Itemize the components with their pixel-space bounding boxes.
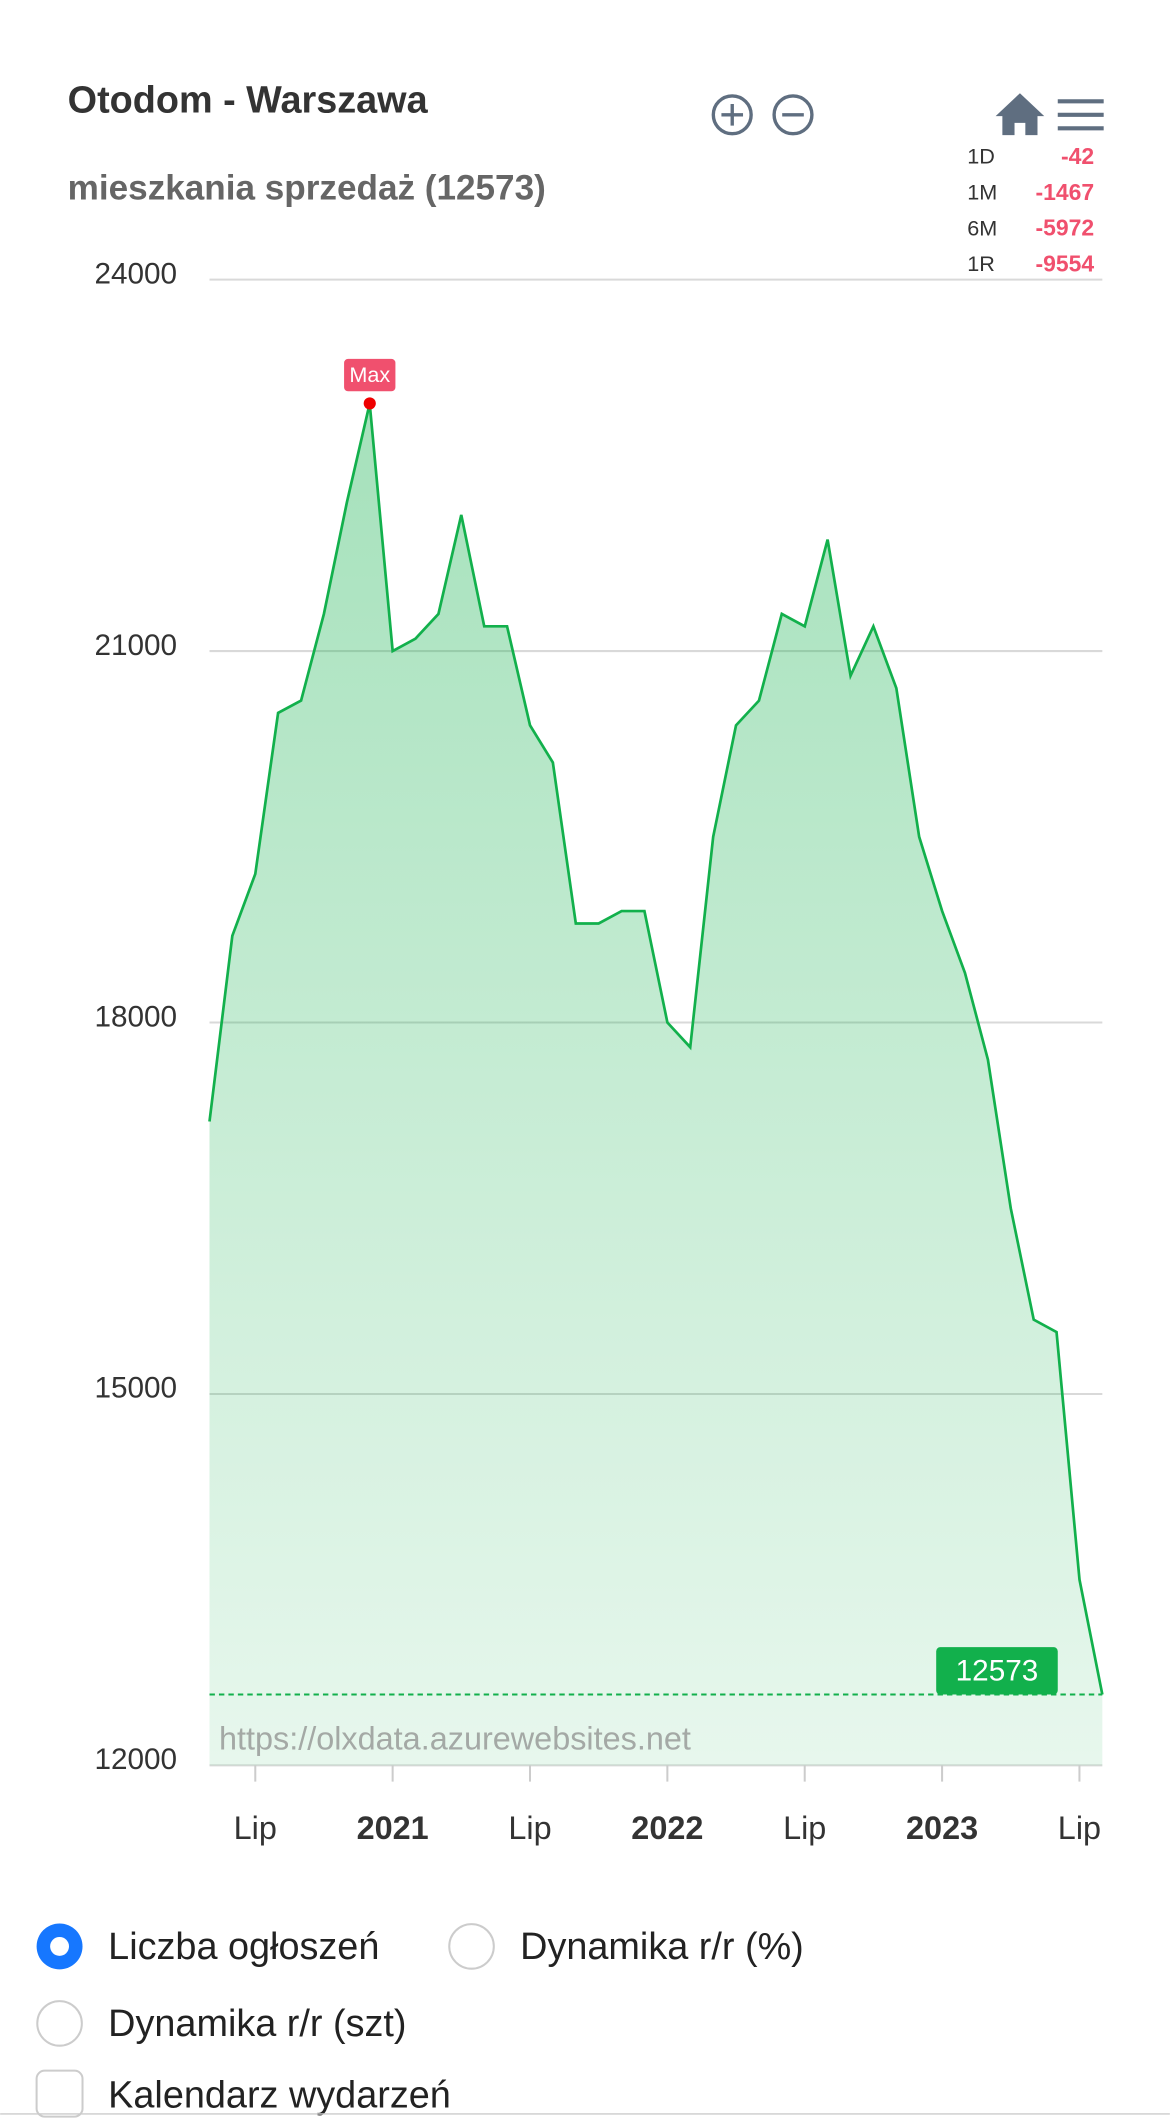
stat-label: 1M [967,180,997,205]
radio-button[interactable] [36,2000,83,2047]
stat-value: -1467 [1036,179,1095,205]
radio-label[interactable]: Dynamika r/r (szt) [108,2003,406,2045]
radio-button[interactable] [448,1923,495,1970]
last-value-label: 12573 [956,1655,1039,1688]
checkbox-label[interactable]: Kalendarz wydarzeń [108,2075,451,2117]
line [208,403,1104,1695]
stat-value: -5972 [1036,215,1095,241]
stat-label: 1R [967,251,995,276]
x-tick-label: 2021 [357,1810,429,1846]
x-tick-label: Lip [508,1810,551,1846]
radio-label[interactable]: Dynamika r/r (%) [520,1926,804,1968]
stat-value: -42 [1061,143,1094,169]
x-tick-label: 2023 [906,1810,978,1846]
max-label: Max [349,362,390,387]
x-tick-label: Lip [1058,1810,1101,1846]
last-value-box [936,1647,1058,1695]
radio-label[interactable]: Liczba ogłoszeń [108,1926,379,1968]
stat-value: -9554 [1036,250,1095,276]
y-tick-label: 15000 [94,1372,177,1405]
y-tick-label: 12000 [94,1743,177,1776]
plot-area: 12000 15000 18000 21000 24000 Lip 2021 Lip 2022 L… [94,257,1104,1846]
max-point [363,397,376,410]
radio-dot [50,1936,70,1956]
y-tick-label: 18000 [94,1000,177,1033]
zoom-in[interactable] [711,94,753,136]
x-tick-label: Lip [234,1810,277,1846]
y-tick-label: 24000 [94,257,177,290]
stat-label: 1D [967,144,995,169]
x-tick-label: 2022 [631,1810,703,1846]
x-tick-label: Lip [783,1810,826,1846]
chart-subtitle: mieszkania sprzedaż (12573) [68,169,546,208]
stat-label: 6M [967,215,997,240]
menu-icon[interactable] [1057,99,1104,131]
area [209,403,1103,1766]
max-badge [344,358,396,392]
zoom-out[interactable] [772,94,814,136]
checkbox[interactable] [35,2069,84,2118]
chart-title: Otodom - Warszawa [68,80,429,122]
stats-panel: 1D -42 1M -1467 6M -5972 1R -9554 [967,143,1094,276]
watermark: https://olxdata.azurewebsites.net [219,1721,691,1757]
y-tick-label: 21000 [94,629,177,662]
controls: Liczba ogłoszeń Dynamika r/r (%) Dynamika … [35,1923,804,2118]
home-icon[interactable] [995,93,1045,136]
